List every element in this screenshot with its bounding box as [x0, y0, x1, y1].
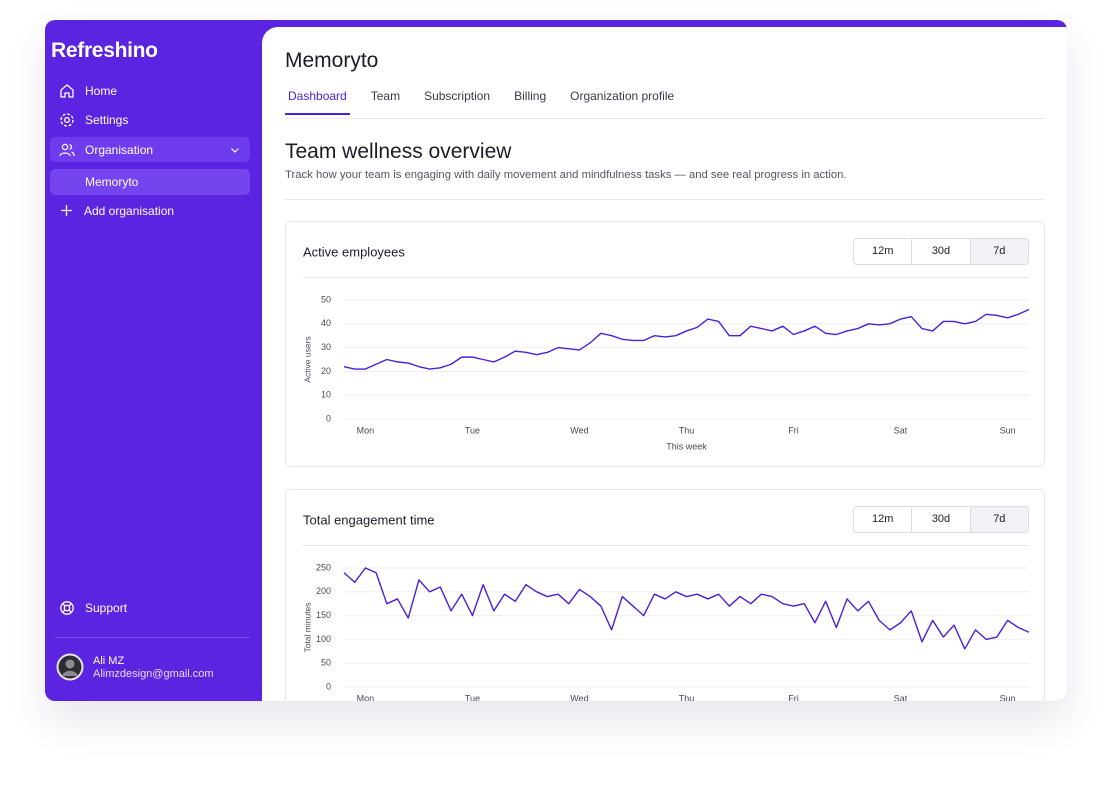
settings-icon — [60, 113, 74, 127]
nav-support[interactable]: Support — [85, 601, 128, 615]
chart-title: Total engagement time — [303, 512, 435, 528]
y-tick-label: 40 — [321, 318, 331, 328]
avatar[interactable] — [56, 653, 84, 681]
user-name: Ali MZ — [93, 655, 125, 667]
tab[interactable]: Team — [370, 89, 401, 103]
x-tick-label: Thu — [679, 693, 695, 701]
x-tick-label: Fri — [788, 693, 799, 701]
sidebar-divider — [55, 637, 250, 638]
x-tick-label: Mon — [357, 425, 375, 435]
tab[interactable]: Billing — [514, 89, 547, 103]
y-tick-label: 10 — [321, 390, 331, 400]
range-button[interactable]: 30d — [911, 507, 969, 532]
x-tick-label: Fri — [788, 425, 799, 435]
range-button[interactable]: 30d — [911, 239, 969, 264]
x-axis-label: This week — [666, 441, 707, 451]
y-tick-label: 250 — [316, 562, 331, 572]
tab[interactable]: Organization profile — [570, 89, 675, 103]
sub-item-bg[interactable] — [50, 169, 250, 195]
support-icon — [60, 601, 74, 615]
y-axis-label: Total minutes — [302, 602, 312, 652]
tab[interactable]: Subscription — [424, 89, 491, 103]
chart: 0 10 20 30 40 50 Mon Tue Wed Thu Fri Sat Sun Active u… — [302, 294, 1030, 451]
x-tick-label: Tue — [465, 693, 480, 701]
nav-home[interactable]: Home — [85, 84, 118, 98]
y-axis-label: Active users — [302, 336, 312, 382]
app-window: Refreshino Home Settings Organisation Me… — [45, 20, 1067, 701]
range-selector: 12m 30d 7d — [853, 238, 1029, 265]
home-icon — [60, 84, 74, 98]
chart: 0 50 100 150 200 250 Mon Tue Wed Thu Fri Sat Sun Tota… — [302, 562, 1030, 701]
range-selector: 12m 30d 7d — [853, 506, 1029, 533]
x-tick-label: Sat — [894, 693, 908, 701]
nav-memoryto[interactable]: Memoryto — [85, 175, 139, 189]
line — [343, 308, 1030, 370]
x-tick-label: Wed — [570, 425, 588, 435]
tab[interactable]: Dashboard — [285, 89, 350, 115]
y-tick-label: 0 — [326, 681, 331, 691]
chart-card: Active employees 12m 30d 7d 0 10 20 30 40 50 Mon Tu… — [285, 221, 1045, 467]
range-button[interactable]: 7d — [969, 239, 1028, 264]
page-title: Memoryto — [285, 49, 379, 72]
add-organisation[interactable]: Add organisation — [84, 204, 175, 218]
brand: Refreshino — [51, 39, 158, 62]
x-tick-label: Thu — [679, 425, 695, 435]
chart-card: Total engagement time 12m 30d 7d 0 50 100 150 20… — [285, 489, 1045, 701]
chart-title: Active employees — [303, 244, 405, 260]
nav-organisation[interactable]: Organisation — [85, 143, 154, 157]
line — [343, 567, 1030, 650]
chevron — [231, 148, 239, 153]
plus-icon — [61, 205, 72, 216]
section-title: Team wellness overview — [285, 140, 512, 163]
y-tick-label: 200 — [316, 586, 331, 596]
tabs: Dashboard Team Subscription Billing Organiza… — [285, 89, 677, 115]
y-tick-label: 50 — [321, 658, 331, 668]
main-panel: Memoryto Dashboard Team Subscription Billin… — [262, 27, 1067, 701]
y-tick-label: 100 — [316, 634, 331, 644]
section-subtitle: Track how your team is engaging with dai… — [285, 169, 847, 181]
y-tick-label: 30 — [321, 342, 331, 352]
range-button[interactable]: 12m — [871, 245, 894, 257]
y-tick-label: 150 — [316, 610, 331, 620]
users-icon — [59, 143, 75, 157]
range-button[interactable]: 12m — [871, 513, 894, 525]
x-tick-label: Mon — [357, 693, 375, 701]
x-tick-label: Sat — [894, 425, 908, 435]
user-email: Alimzdesign@gmail.com — [93, 668, 214, 680]
nav-organisation-bg[interactable] — [50, 137, 250, 162]
y-tick-label: 20 — [321, 366, 331, 376]
x-tick-label: Wed — [570, 693, 588, 701]
card-divider — [303, 545, 1029, 546]
x-tick-label: Sun — [1000, 693, 1016, 701]
y-tick-label: 50 — [321, 294, 331, 304]
x-tick-label: Tue — [465, 425, 480, 435]
range-button[interactable]: 7d — [969, 507, 1028, 532]
section-divider — [285, 199, 1045, 200]
y-tick-label: 0 — [326, 413, 331, 423]
nav-settings[interactable]: Settings — [85, 113, 129, 127]
x-tick-label: Sun — [1000, 425, 1016, 435]
card-divider — [303, 277, 1029, 278]
tabs-divider — [285, 118, 1045, 119]
